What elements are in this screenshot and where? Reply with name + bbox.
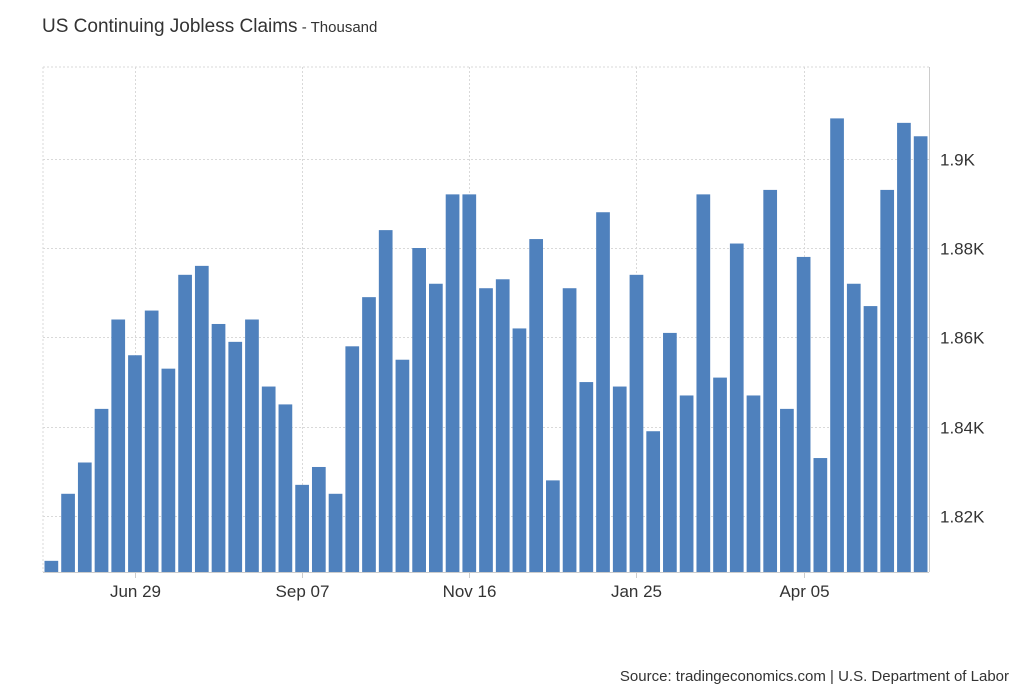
bar[interactable] [746,395,761,572]
labels-layer: 1.82K 1.84K 1.86K 1.88K 1.9K Jun 29 Sep 07 Nov … [110,151,985,602]
bar[interactable] [395,359,410,572]
y-tick-label: 1.84K [940,419,985,438]
bar[interactable] [378,230,393,572]
chart-subtitle: Thousand [310,19,378,36]
bar[interactable] [445,194,460,572]
bar[interactable] [479,288,493,572]
bar[interactable] [94,408,109,572]
bar[interactable] [696,194,711,572]
bar[interactable] [111,319,126,573]
chart-title: US Continuing Jobless Claims [42,16,298,37]
y-tick-label: 1.86K [940,329,985,348]
bar[interactable] [629,274,644,572]
bar[interactable] [830,118,844,572]
bar[interactable] [512,328,527,572]
bar[interactable] [562,288,577,572]
bar[interactable] [161,368,176,572]
bars-layer [44,118,928,573]
bar[interactable] [713,377,727,572]
bar[interactable] [780,408,794,572]
bar[interactable] [913,136,928,572]
bar[interactable] [194,265,209,572]
bar[interactable] [261,386,276,572]
bar[interactable] [679,395,694,572]
y-tick-label: 1.9K [940,151,976,170]
bar[interactable] [546,480,560,572]
bar[interactable] [345,346,360,572]
x-tick-label: Apr 05 [779,582,829,601]
bar[interactable] [863,306,878,572]
bar[interactable] [495,279,510,572]
bar[interactable] [663,332,677,572]
bar[interactable] [579,382,594,572]
bar[interactable] [412,248,426,572]
bar[interactable] [763,189,778,572]
bar[interactable] [880,189,895,572]
bar[interactable] [295,484,309,572]
axis-layer [43,67,930,578]
x-tick-label: Jun 29 [110,582,161,601]
bar[interactable] [529,239,544,572]
bar[interactable] [796,256,811,572]
bar[interactable] [462,194,477,572]
bar[interactable] [846,283,861,572]
bar[interactable] [596,212,610,573]
bar[interactable] [311,466,326,572]
bar[interactable] [362,297,376,572]
bar[interactable] [228,341,243,572]
x-tick-label: Nov 16 [443,582,497,601]
bar[interactable] [729,243,744,572]
bar[interactable] [77,462,92,572]
y-tick-label: 1.82K [940,508,985,527]
bar[interactable] [813,458,828,572]
chart-title-group: US Continuing Jobless Claims - Thousand [42,16,377,38]
bar[interactable] [612,386,627,572]
title-separator: - [297,19,311,36]
bar[interactable] [128,355,142,572]
bar[interactable] [245,319,259,573]
bar[interactable] [44,560,59,572]
bar[interactable] [897,122,911,573]
x-tick-label: Sep 07 [276,582,330,601]
bar[interactable] [144,310,159,572]
source-attribution: Source: tradingeconomics.com | U.S. Depa… [619,668,1009,685]
bar[interactable] [278,404,293,572]
bar[interactable] [211,323,226,572]
bar[interactable] [61,493,75,572]
x-tick-label: Jan 25 [611,582,662,601]
bar[interactable] [646,431,661,572]
bar[interactable] [328,493,343,572]
bar[interactable] [178,274,192,572]
y-tick-label: 1.88K [940,240,985,259]
bar[interactable] [429,283,443,572]
